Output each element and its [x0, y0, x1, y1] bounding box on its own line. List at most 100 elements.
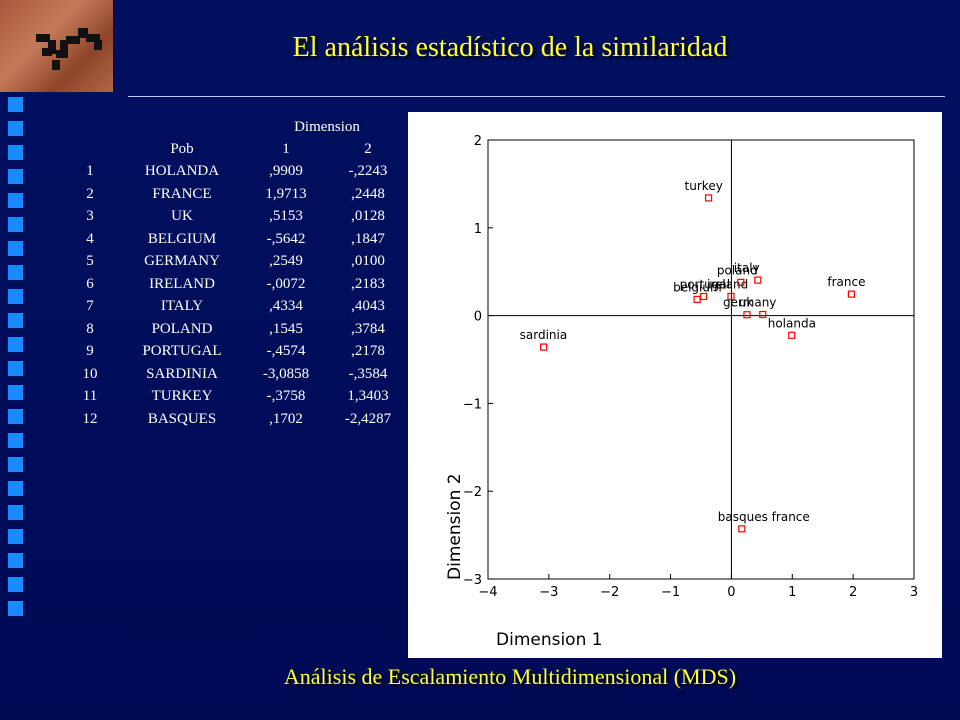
point-label: belgium [673, 280, 722, 294]
table-header-cell: 2 [364, 141, 372, 157]
x-tick-label: 3 [910, 585, 918, 600]
x-tick-label: −1 [661, 585, 680, 600]
point-label: germany [723, 296, 776, 310]
mds-scatter-chart: −4 −3 −2 −1 0 1 2 3 2 1 0 −1 −2 −3 Dimension 1 Dimensio… [408, 112, 942, 658]
sidebar-square [8, 385, 23, 400]
sidebar-square [8, 193, 23, 208]
table-header-cell: Pob [170, 141, 194, 157]
table-cell: ,1847 [351, 230, 385, 247]
data-point [540, 343, 548, 351]
data-point [699, 292, 708, 301]
sidebar-square [8, 97, 23, 112]
x-tick-label: 0 [727, 585, 735, 600]
sidebar-square [8, 505, 23, 520]
table-cell: FRANCE [152, 185, 212, 202]
slide-caption: Análisis de Escalamiento Multidimensiona… [283, 664, 737, 689]
table-cell: 3 [86, 208, 94, 224]
table-cell: ,2178 [351, 343, 385, 359]
table-cell: GERMANY [144, 253, 220, 269]
table-cell: -,3758 [266, 388, 306, 404]
table-cell: ,2549 [269, 253, 303, 269]
table-cell: 2 [86, 185, 94, 202]
point-label: uk [739, 295, 754, 309]
sidebar-square [8, 361, 23, 376]
table-cell: ITALY [160, 298, 204, 314]
table-cell: ,2183 [351, 275, 385, 292]
table-cell: ,2448 [351, 185, 385, 202]
table-cell: ,0128 [351, 208, 385, 224]
table-cell: HOLANDA [144, 163, 220, 179]
x-tick-label: −3 [539, 585, 558, 600]
table-cell: 12 [82, 410, 98, 427]
sidebar-square [8, 601, 23, 616]
y-tick-label: −2 [463, 485, 482, 500]
table-cell: ,1545 [269, 320, 303, 337]
table-cell: -,2243 [348, 163, 388, 179]
table-cell: 6 [86, 275, 94, 292]
x-tick-label: −4 [478, 585, 497, 600]
sidebar-square [8, 313, 23, 328]
table-cell: 4 [86, 230, 94, 247]
table-cell: ,5153 [269, 208, 303, 224]
sidebar-square [8, 265, 23, 280]
table-cell: 10 [82, 365, 98, 382]
sidebar-square [8, 121, 23, 136]
sidebar-square [8, 217, 23, 232]
data-point [754, 276, 762, 284]
data-point [847, 290, 855, 298]
table-cell: UK [171, 208, 193, 224]
sidebar-decoration [0, 0, 30, 720]
y-tick-label: 2 [474, 134, 482, 149]
table-cell: 5 [86, 253, 94, 269]
table-cell: PORTUGAL [142, 343, 222, 359]
sidebar-square [8, 457, 23, 472]
point-label: holanda [768, 316, 816, 330]
table-cell: 9 [86, 343, 94, 359]
sidebar-square [8, 241, 23, 256]
data-point [743, 311, 751, 319]
table-cell: -,4574 [266, 343, 306, 359]
table-cell: BASQUES [147, 410, 217, 427]
table-cell: 1 [86, 163, 94, 179]
table-cell: SARDINIA [146, 365, 218, 382]
table-cell: ,3784 [351, 320, 385, 337]
sidebar-square [8, 169, 23, 184]
table-header-cell: 1 [282, 141, 290, 157]
table-cell: ,1702 [269, 410, 303, 427]
table-cell: ,9909 [269, 163, 303, 179]
table-cell: -,0072 [266, 275, 306, 292]
slide-title: El análisis estadístico de la similarida… [292, 32, 728, 63]
sidebar-square [8, 337, 23, 352]
table-cell: 1,3403 [347, 388, 389, 404]
table-cell: -,5642 [266, 230, 306, 247]
point-label: turkey [685, 179, 723, 193]
data-point [693, 295, 701, 303]
table-cell: ,4043 [351, 298, 385, 314]
y-tick-label: 1 [474, 222, 482, 237]
table-cell: -,3584 [348, 365, 388, 382]
university-logo [0, 0, 113, 92]
point-label: italy [734, 261, 760, 275]
x-tick-label: 1 [788, 585, 796, 600]
table-cell: 7 [86, 298, 94, 314]
y-tick-label: −1 [463, 397, 482, 412]
table-cell: ,0100 [351, 253, 385, 269]
sidebar-square [8, 553, 23, 568]
table-header-group: Dimension [294, 119, 360, 135]
table-cell: -3,0858 [262, 365, 310, 382]
logo-mark [36, 28, 102, 70]
sidebar-square [8, 577, 23, 592]
sidebar-square [8, 409, 23, 424]
sidebar-square [8, 433, 23, 448]
plot-frame [487, 139, 915, 580]
table-cell: BELGIUM [147, 230, 217, 247]
point-label: portugal [680, 277, 731, 291]
table-cell: 8 [86, 320, 94, 337]
data-point [738, 525, 746, 533]
y-axis-label: Dimension 2 [445, 473, 465, 580]
point-label: sardinia [520, 328, 568, 342]
y-tick-label: −3 [463, 573, 482, 588]
data-point [759, 310, 767, 319]
x-axis-label: Dimension 1 [496, 630, 603, 650]
